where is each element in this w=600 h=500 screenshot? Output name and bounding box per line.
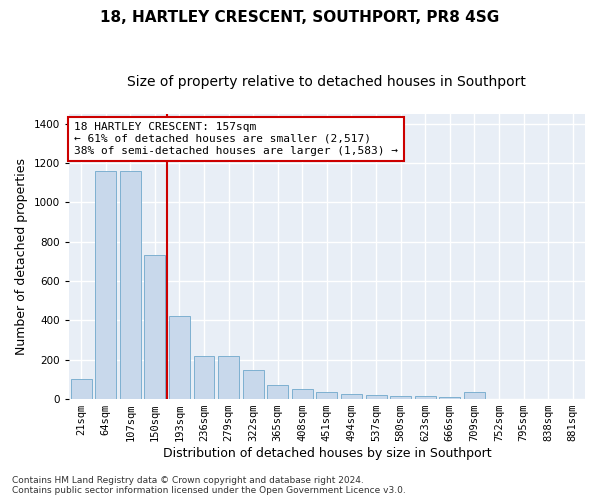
- Text: 18 HARTLEY CRESCENT: 157sqm
← 61% of detached houses are smaller (2,517)
38% of : 18 HARTLEY CRESCENT: 157sqm ← 61% of det…: [74, 122, 398, 156]
- Bar: [169, 316, 190, 399]
- Bar: [390, 396, 411, 399]
- Bar: [292, 388, 313, 399]
- Text: Contains HM Land Registry data © Crown copyright and database right 2024.
Contai: Contains HM Land Registry data © Crown c…: [12, 476, 406, 495]
- Title: Size of property relative to detached houses in Southport: Size of property relative to detached ho…: [127, 75, 526, 89]
- Bar: [243, 370, 263, 399]
- Bar: [120, 171, 141, 399]
- Bar: [145, 256, 166, 399]
- Bar: [95, 171, 116, 399]
- Bar: [218, 356, 239, 399]
- Bar: [268, 386, 288, 399]
- Bar: [365, 395, 386, 399]
- Y-axis label: Number of detached properties: Number of detached properties: [15, 158, 28, 355]
- Bar: [439, 396, 460, 399]
- Text: 18, HARTLEY CRESCENT, SOUTHPORT, PR8 4SG: 18, HARTLEY CRESCENT, SOUTHPORT, PR8 4SG: [100, 10, 500, 25]
- Bar: [341, 394, 362, 399]
- Bar: [464, 392, 485, 399]
- Bar: [316, 392, 337, 399]
- Bar: [71, 380, 92, 399]
- Bar: [194, 356, 214, 399]
- Bar: [415, 396, 436, 399]
- X-axis label: Distribution of detached houses by size in Southport: Distribution of detached houses by size …: [163, 447, 491, 460]
